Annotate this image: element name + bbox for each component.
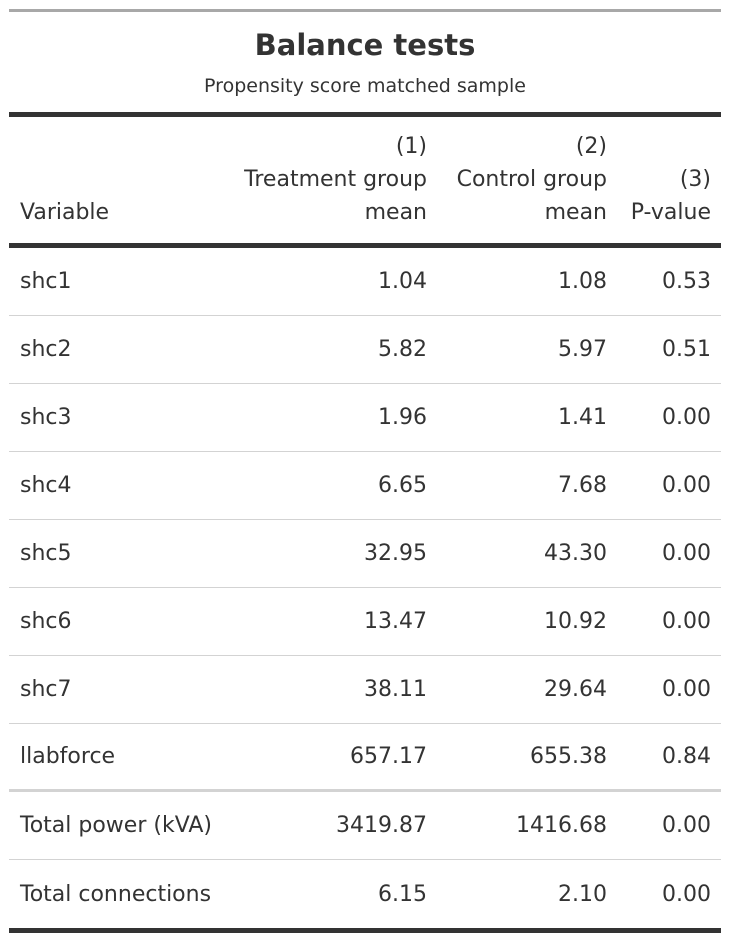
header-bottom-rule: [9, 243, 721, 248]
table-row: Total power (kVA) 3419.87 1416.68 0.00: [9, 792, 721, 860]
p-value-cell: 0.00: [662, 405, 711, 430]
variable-cell: shc3: [20, 405, 72, 430]
treatment-mean-cell: 6.65: [378, 473, 427, 498]
balance-table: Balance tests Propensity score matched s…: [9, 9, 721, 933]
control-mean-cell: 43.30: [544, 541, 607, 566]
variable-cell: shc1: [20, 269, 72, 294]
treatment-mean-cell: 5.82: [378, 337, 427, 362]
variable-cell: llabforce: [20, 744, 116, 769]
header-col1-line2: mean: [364, 200, 427, 225]
treatment-mean-cell: 6.15: [378, 881, 427, 907]
header-treatment-mean: (1) Treatment group mean: [227, 130, 427, 229]
treatment-mean-cell: 657.17: [350, 744, 427, 769]
table-row: shc3 1.96 1.41 0.00: [9, 384, 721, 452]
variable-cell: Total power (kVA): [20, 813, 212, 838]
table-row: llabforce 657.17 655.38 0.84: [9, 724, 721, 792]
variable-cell: shc5: [20, 541, 72, 566]
header-col2-line2: mean: [544, 200, 607, 225]
header-col2-number: (2): [575, 134, 607, 159]
p-value-cell: 0.51: [662, 337, 711, 362]
header-p-value: (3) P-value: [607, 163, 711, 229]
variable-cell: shc7: [20, 677, 72, 702]
table-subtitle: Propensity score matched sample: [204, 75, 526, 97]
table-row: shc5 32.95 43.30 0.00: [9, 520, 721, 588]
control-mean-cell: 1.08: [558, 269, 607, 294]
header-control-mean: (2) Control group mean: [427, 130, 607, 229]
control-mean-cell: 10.92: [544, 609, 607, 634]
treatment-mean-cell: 32.95: [364, 541, 427, 566]
control-mean-cell: 1416.68: [516, 813, 607, 838]
table-row: shc6 13.47 10.92 0.00: [9, 588, 721, 656]
header-col2-line1: Control group: [456, 167, 607, 192]
header-variable: Variable: [20, 200, 110, 225]
control-mean-cell: 29.64: [544, 677, 607, 702]
control-mean-cell: 655.38: [530, 744, 607, 769]
table-row: Total connections 6.15 2.10 0.00: [9, 860, 721, 928]
p-value-cell: 0.00: [662, 813, 711, 838]
header-col3-line1: P-value: [630, 200, 711, 225]
table-body: shc1 1.04 1.08 0.53 shc2 5.82 5.97 0.51 …: [9, 248, 721, 928]
p-value-cell: 0.53: [662, 269, 711, 294]
p-value-cell: 0.84: [662, 744, 711, 769]
variable-cell: shc6: [20, 609, 72, 634]
p-value-cell: 0.00: [662, 881, 711, 907]
variable-cell: shc2: [20, 337, 72, 362]
treatment-mean-cell: 1.96: [378, 405, 427, 430]
header-col3-number: (3): [679, 167, 711, 192]
variable-cell: Total connections: [20, 881, 212, 907]
header-col1-line1: Treatment group: [244, 167, 427, 192]
top-rule: [9, 9, 721, 12]
p-value-cell: 0.00: [662, 677, 711, 702]
control-mean-cell: 7.68: [558, 473, 607, 498]
table-row: shc1 1.04 1.08 0.53: [9, 248, 721, 316]
table-row: shc7 38.11 29.64 0.00: [9, 656, 721, 724]
header-top-rule: [9, 112, 721, 117]
table-title: Balance tests: [254, 28, 476, 62]
control-mean-cell: 2.10: [558, 881, 607, 907]
header-col1-number: (1): [395, 134, 427, 159]
variable-cell: shc4: [20, 473, 72, 498]
p-value-cell: 0.00: [662, 541, 711, 566]
treatment-mean-cell: 1.04: [378, 269, 427, 294]
treatment-mean-cell: 3419.87: [336, 813, 427, 838]
column-header-row: Variable (1) Treatment group mean (2) Co…: [9, 117, 721, 243]
table-row: shc2 5.82 5.97 0.51: [9, 316, 721, 384]
treatment-mean-cell: 38.11: [364, 677, 427, 702]
treatment-mean-cell: 13.47: [364, 609, 427, 634]
control-mean-cell: 5.97: [558, 337, 607, 362]
control-mean-cell: 1.41: [558, 405, 607, 430]
table-row: shc4 6.65 7.68 0.00: [9, 452, 721, 520]
bottom-rule: [9, 928, 721, 933]
title-block: Balance tests Propensity score matched s…: [9, 12, 721, 112]
p-value-cell: 0.00: [662, 609, 711, 634]
p-value-cell: 0.00: [662, 473, 711, 498]
